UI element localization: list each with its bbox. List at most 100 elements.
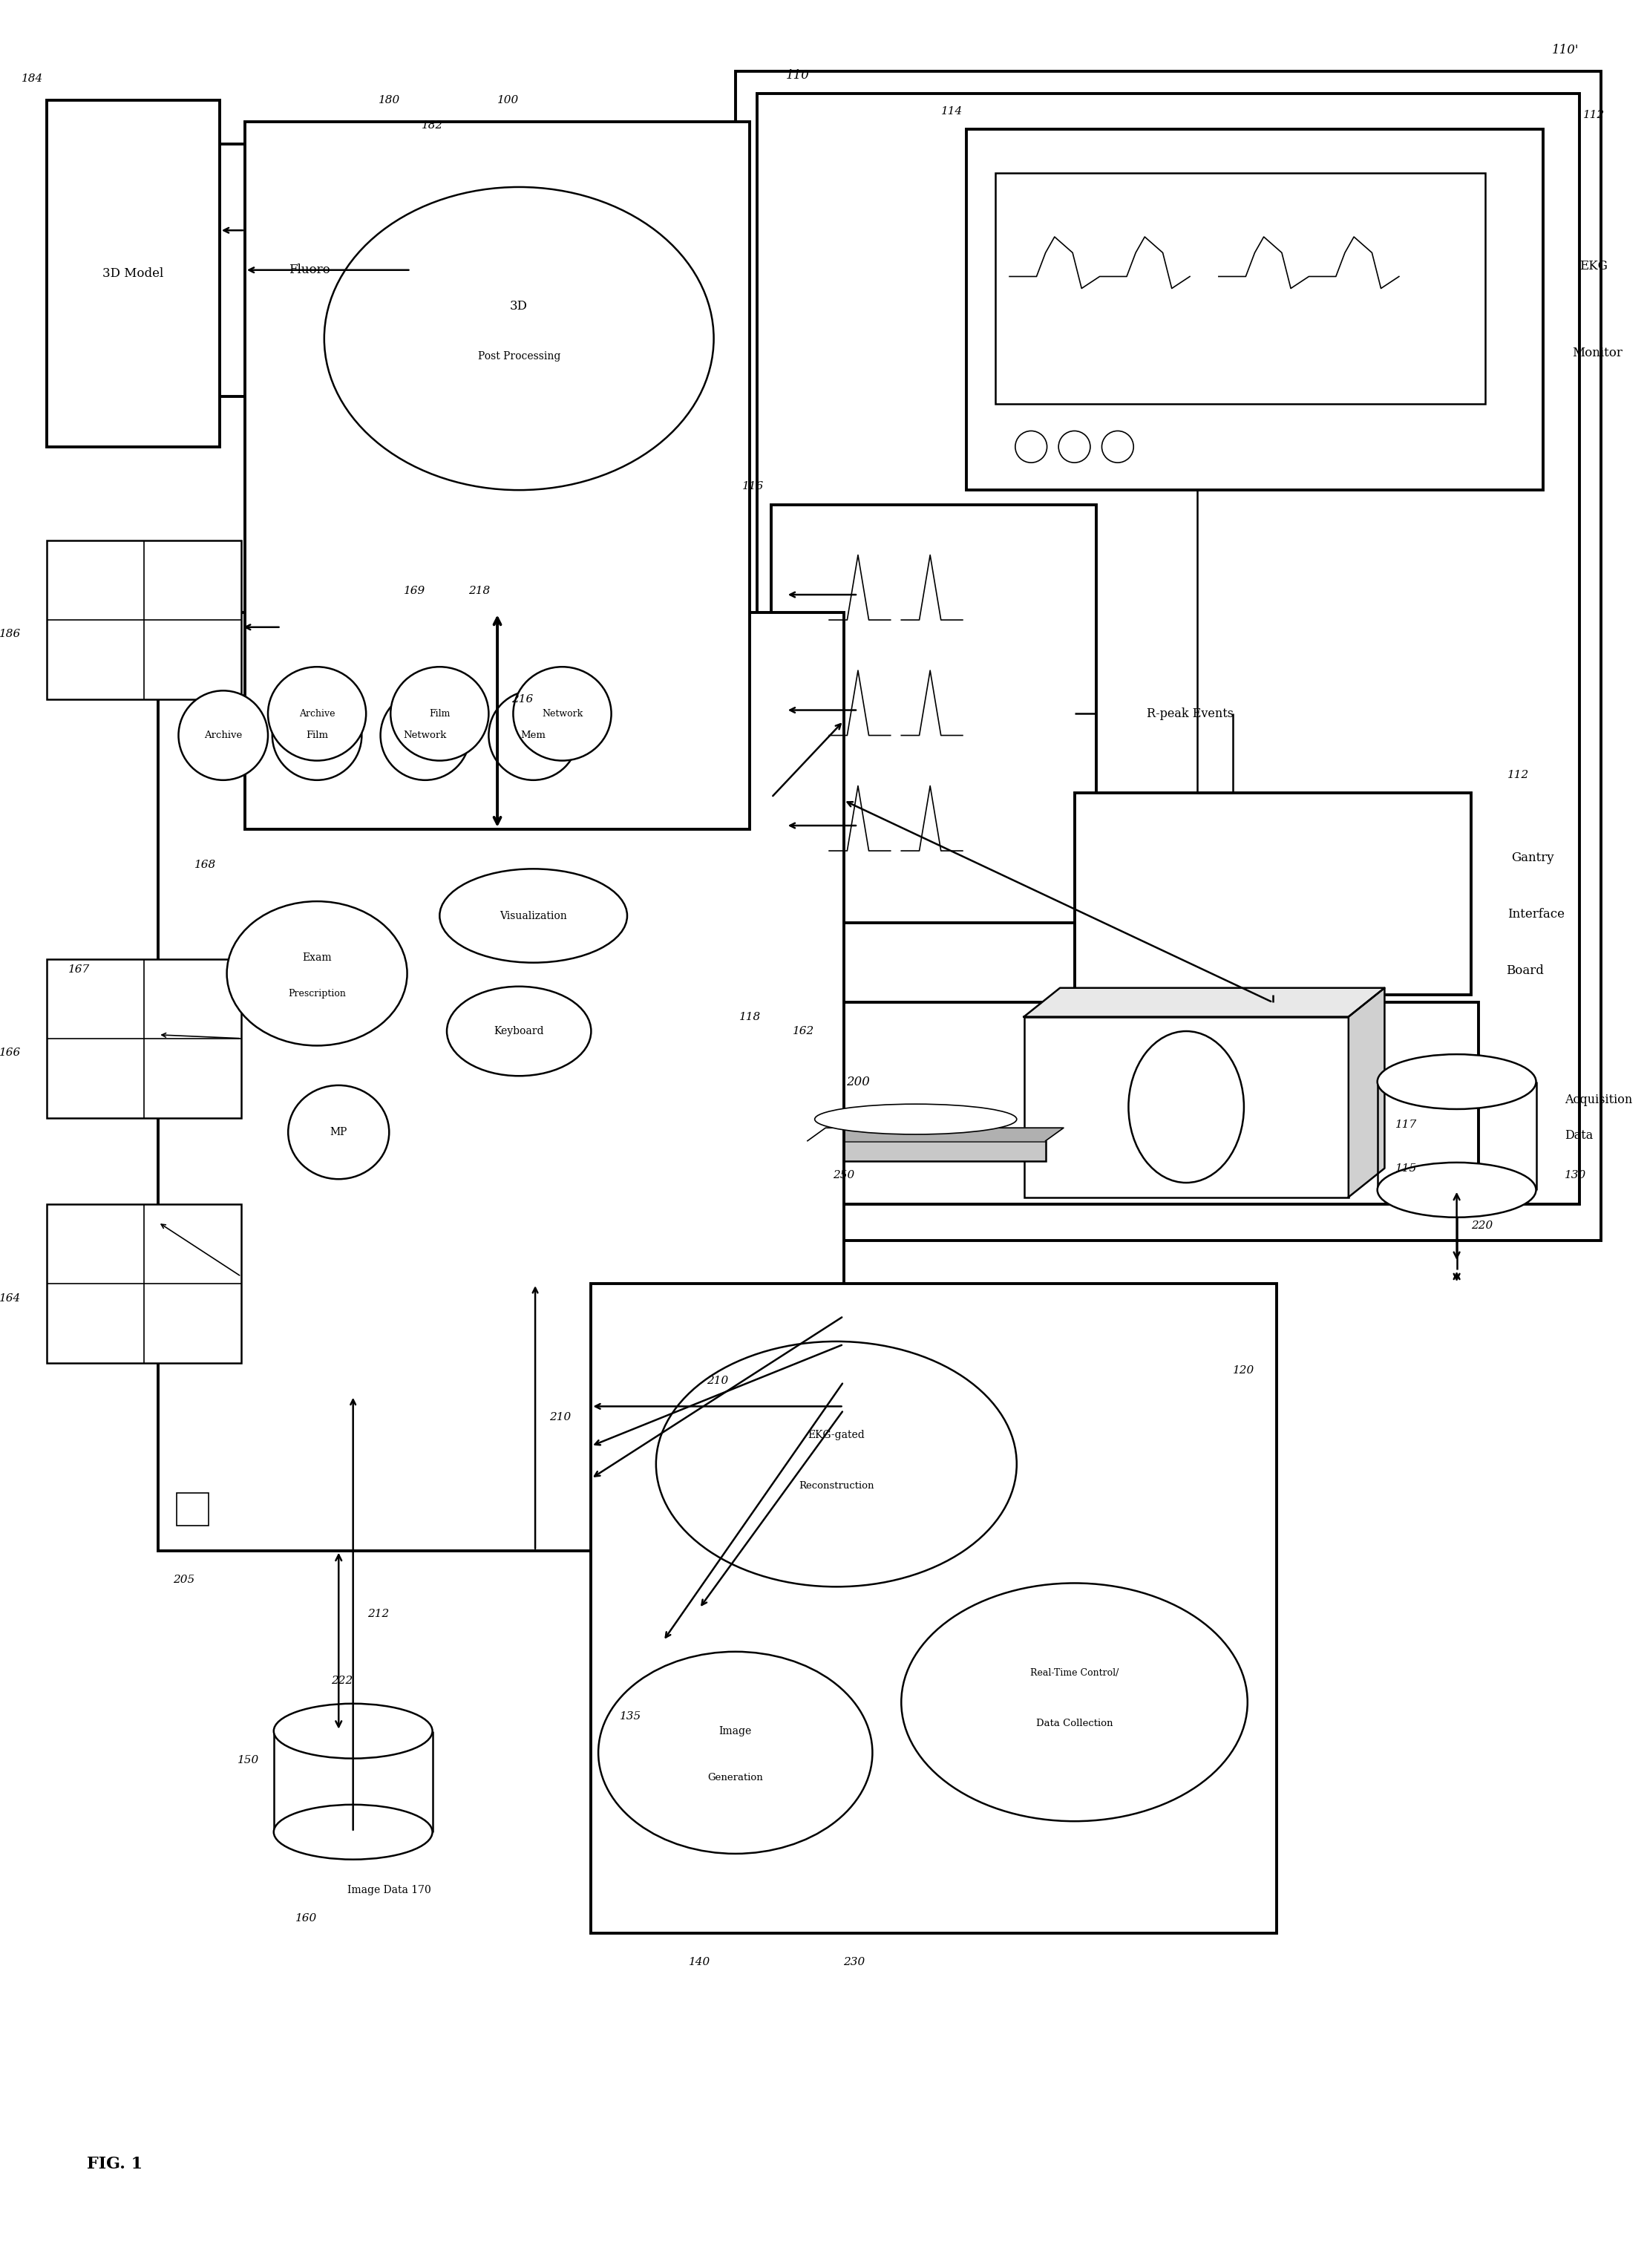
- Ellipse shape: [489, 692, 578, 780]
- Ellipse shape: [514, 667, 611, 760]
- Text: Post Processing: Post Processing: [478, 352, 560, 363]
- Text: Image: Image: [720, 1726, 751, 1737]
- Ellipse shape: [656, 1340, 1016, 1588]
- Text: 135: 135: [619, 1712, 642, 1721]
- Circle shape: [1102, 431, 1133, 463]
- Text: 222: 222: [331, 1676, 352, 1685]
- Bar: [967, 129, 1543, 490]
- Text: 212: 212: [367, 1608, 389, 1619]
- Bar: [771, 1002, 1479, 1204]
- Bar: [591, 1284, 1276, 1932]
- Text: Fluoro: Fluoro: [290, 263, 331, 277]
- Text: Real-Time Control/: Real-Time Control/: [1029, 1669, 1118, 1678]
- Ellipse shape: [901, 1583, 1247, 1821]
- Text: R-peak Events: R-peak Events: [1146, 708, 1234, 719]
- Text: 3D Model: 3D Model: [102, 268, 163, 279]
- Text: 120: 120: [1234, 1365, 1255, 1374]
- Text: 169: 169: [404, 585, 425, 596]
- Text: Archive: Archive: [300, 710, 334, 719]
- Ellipse shape: [1128, 1032, 1243, 1182]
- Ellipse shape: [273, 1703, 433, 1758]
- Ellipse shape: [815, 1105, 1016, 1134]
- Bar: [46, 1204, 240, 1363]
- Text: Board: Board: [1507, 964, 1545, 978]
- Text: 205: 205: [173, 1574, 194, 1585]
- Text: FIG. 1: FIG. 1: [87, 2157, 143, 2173]
- Text: Generation: Generation: [708, 1774, 763, 1783]
- Text: 160: 160: [295, 1914, 318, 1923]
- Text: 115: 115: [1395, 1163, 1416, 1173]
- Bar: [158, 612, 843, 1551]
- Text: 117: 117: [1395, 1120, 1416, 1129]
- Bar: [245, 122, 749, 830]
- Text: 220: 220: [1471, 1220, 1492, 1232]
- Ellipse shape: [446, 987, 591, 1075]
- Text: Visualization: Visualization: [499, 909, 567, 921]
- Bar: [209, 143, 410, 397]
- Text: MP: MP: [329, 1127, 348, 1136]
- Text: 162: 162: [792, 1025, 815, 1036]
- Text: 3D: 3D: [511, 299, 529, 313]
- Text: 210: 210: [550, 1413, 572, 1422]
- Ellipse shape: [390, 667, 489, 760]
- Text: 216: 216: [512, 694, 534, 705]
- Bar: [758, 93, 1579, 1204]
- Polygon shape: [807, 1127, 1064, 1141]
- Bar: [807, 1141, 1046, 1161]
- Text: Interface: Interface: [1507, 907, 1565, 921]
- Text: Monitor: Monitor: [1573, 347, 1622, 358]
- Bar: [995, 172, 1486, 404]
- Ellipse shape: [227, 900, 407, 1046]
- Text: Gantry: Gantry: [1510, 850, 1553, 864]
- Ellipse shape: [288, 1086, 389, 1179]
- Text: EKG-gated: EKG-gated: [809, 1431, 865, 1440]
- Text: 210: 210: [707, 1377, 728, 1386]
- Polygon shape: [1349, 989, 1385, 1198]
- Polygon shape: [1024, 989, 1385, 1016]
- Bar: [46, 100, 219, 447]
- Bar: [46, 959, 240, 1118]
- Text: Image Data 170: Image Data 170: [348, 1885, 432, 1896]
- Text: 130: 130: [1565, 1170, 1586, 1182]
- Text: Data: Data: [1565, 1129, 1593, 1143]
- Text: Network: Network: [542, 710, 583, 719]
- Text: 184: 184: [21, 73, 43, 84]
- Circle shape: [1059, 431, 1090, 463]
- Text: Network: Network: [404, 730, 446, 739]
- Text: Prescription: Prescription: [288, 989, 346, 998]
- Text: 167: 167: [68, 964, 91, 975]
- Bar: [46, 540, 240, 699]
- Bar: [1024, 1016, 1349, 1198]
- Text: Acquisition: Acquisition: [1565, 1093, 1632, 1107]
- Bar: [1074, 794, 1471, 996]
- Text: 116: 116: [743, 481, 764, 492]
- Text: Archive: Archive: [204, 730, 242, 739]
- Ellipse shape: [272, 692, 362, 780]
- Ellipse shape: [380, 692, 469, 780]
- Text: 100: 100: [497, 95, 519, 107]
- Bar: [735, 73, 1601, 1241]
- Circle shape: [1015, 431, 1047, 463]
- Ellipse shape: [598, 1651, 873, 1853]
- Text: Reconstruction: Reconstruction: [799, 1481, 875, 1490]
- Text: 110': 110': [1551, 43, 1579, 57]
- Text: Exam: Exam: [303, 953, 331, 964]
- Bar: [176, 1492, 209, 1526]
- Text: 118: 118: [740, 1012, 761, 1023]
- Text: 112: 112: [1507, 769, 1528, 780]
- Text: 164: 164: [0, 1293, 21, 1304]
- Ellipse shape: [440, 869, 628, 962]
- Text: 140: 140: [688, 1957, 710, 1966]
- Text: 200: 200: [847, 1075, 870, 1089]
- Text: Film: Film: [306, 730, 328, 739]
- Text: 168: 168: [194, 860, 216, 871]
- Text: 180: 180: [379, 95, 400, 107]
- Text: 166: 166: [0, 1048, 21, 1059]
- Text: 250: 250: [833, 1170, 855, 1182]
- Text: Film: Film: [430, 710, 450, 719]
- Ellipse shape: [273, 1805, 433, 1860]
- Text: 112: 112: [1583, 109, 1604, 120]
- Text: 182: 182: [422, 120, 443, 132]
- Text: Keyboard: Keyboard: [494, 1025, 544, 1036]
- Text: 150: 150: [237, 1755, 259, 1765]
